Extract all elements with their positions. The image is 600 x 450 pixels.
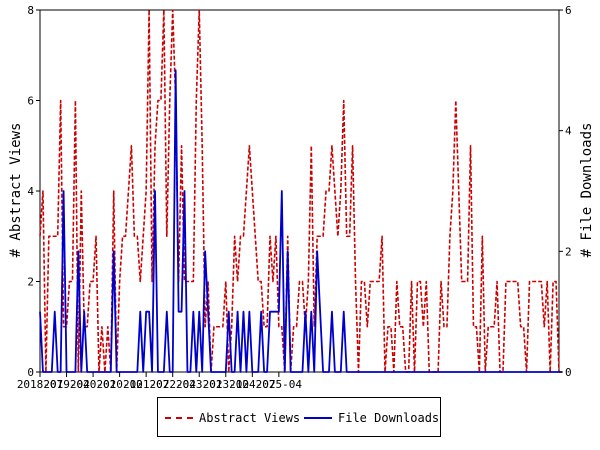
y-left-tick-label: 8 xyxy=(27,4,34,17)
legend-label-file-downloads: File Downloads xyxy=(338,411,440,425)
y-left-tick-label: 6 xyxy=(27,95,34,108)
y-left-tick-label: 4 xyxy=(27,185,34,198)
y-right-tick-label: 4 xyxy=(565,125,572,138)
y-right-tick-label: 6 xyxy=(565,4,572,17)
x-tick-label: 2022-04 xyxy=(150,378,197,391)
series-line-file-downloads xyxy=(39,69,562,373)
y-left-tick-label: 2 xyxy=(27,276,34,289)
x-tick-label: 2019-04 xyxy=(43,378,90,391)
series-line-abstract-views xyxy=(39,9,560,373)
y-axis-right-title: # File Downloads xyxy=(579,123,595,258)
x-tick-label: 2018-07 xyxy=(17,378,63,391)
x-tick-label: 2023-01 xyxy=(176,378,222,391)
y-left-tick-label: 0 xyxy=(27,366,34,379)
x-tick-label: 2021-07 xyxy=(123,378,169,391)
legend-swatch-abstract-views xyxy=(165,417,193,419)
legend-item-abstract-views: Abstract Views xyxy=(165,410,300,426)
legend-swatch-file-downloads xyxy=(304,417,332,419)
x-tick-label: 2024-07 xyxy=(229,378,275,391)
y-right-tick-label: 2 xyxy=(565,245,572,258)
legend-label-abstract-views: Abstract Views xyxy=(199,411,301,425)
axes-layer: 2018-072019-042020-012020-102021-072022-… xyxy=(17,4,572,391)
y-axis-left-title: # Abstract Views xyxy=(8,123,24,258)
legend-item-file-downloads: File Downloads xyxy=(304,410,439,426)
x-tick-label: 2023-10 xyxy=(203,378,249,391)
x-tick-label: 2020-01 xyxy=(70,378,116,391)
y-right-tick-label: 0 xyxy=(565,366,572,379)
series-layer xyxy=(39,9,562,373)
x-tick-label: 2020-10 xyxy=(96,378,142,391)
x-tick-label: 2025-04 xyxy=(256,378,303,391)
legend: Abstract Views File Downloads xyxy=(157,397,441,437)
